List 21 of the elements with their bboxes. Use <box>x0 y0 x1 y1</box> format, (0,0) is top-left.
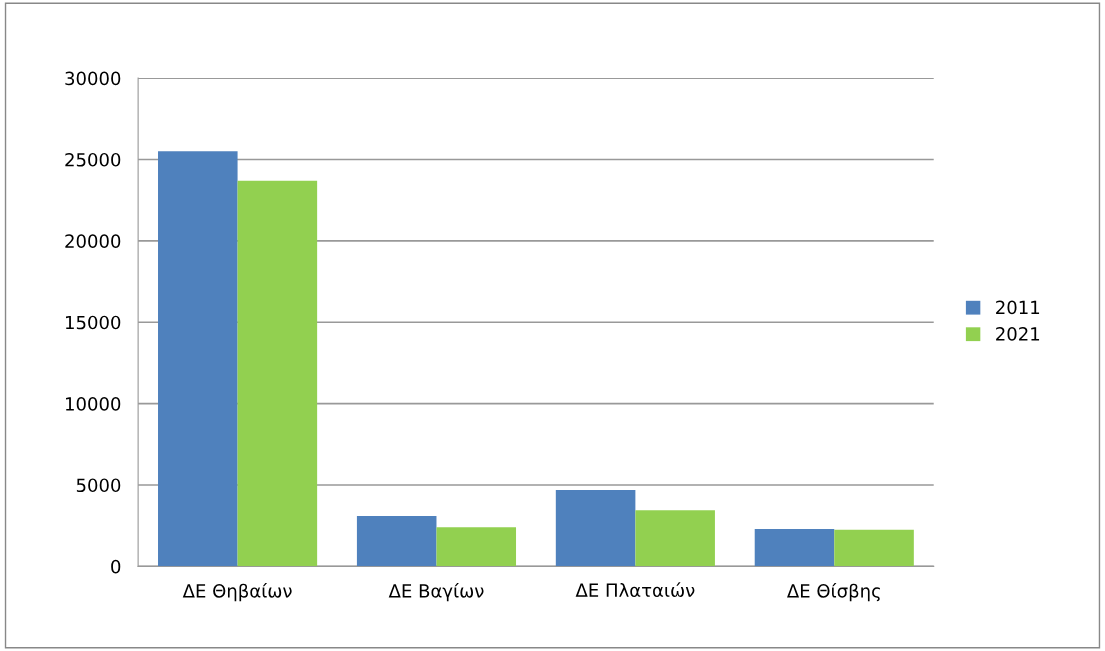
y-tick-label: 25000 <box>65 152 121 167</box>
bar <box>436 527 517 567</box>
bar <box>555 489 636 567</box>
y-tick-label: 5000 <box>76 478 121 493</box>
bar <box>834 529 914 567</box>
legend-label: 2021 <box>996 327 1040 341</box>
bar <box>754 528 835 567</box>
y-tick-label: 0 <box>111 559 121 574</box>
y-tick-label: 10000 <box>66 397 121 411</box>
y-tick-label: 30000 <box>65 71 121 86</box>
x-tick-label: ΔΕ Θίσβης <box>787 583 880 602</box>
bar <box>356 515 437 567</box>
y-tick-label: 20000 <box>65 234 121 248</box>
bar <box>635 510 715 567</box>
y-tick-label: 15000 <box>66 315 121 330</box>
x-tick-label: ΔΕ Θηβαίων <box>182 583 292 602</box>
x-tick-label: ΔΕ Πλαταιών <box>575 582 695 598</box>
x-tick-label: ΔΕ Βαγίων <box>388 583 484 602</box>
bar <box>158 151 238 567</box>
legend-label: 2011 <box>996 300 1040 315</box>
bar <box>237 180 318 567</box>
